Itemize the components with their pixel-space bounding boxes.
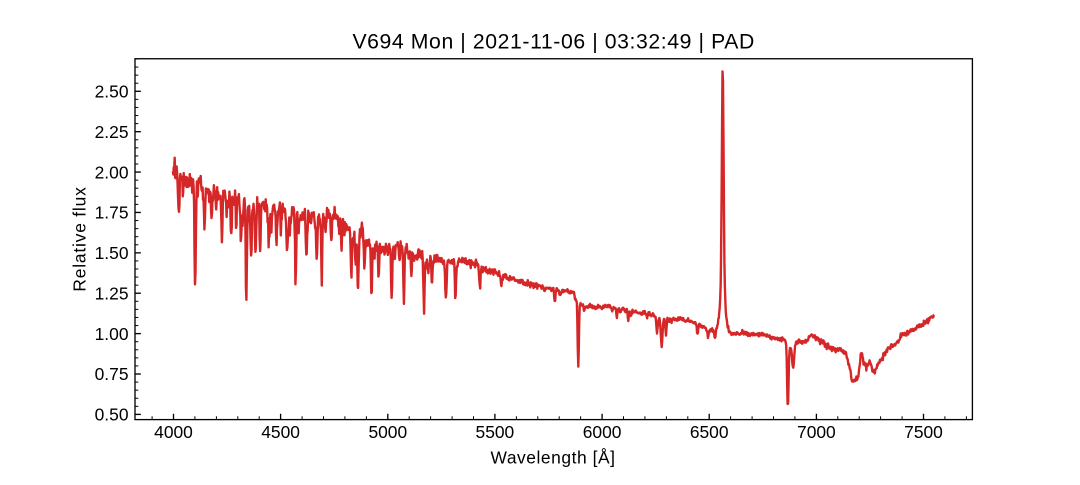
svg-text:1.00: 1.00: [95, 324, 129, 344]
svg-text:Relative flux: Relative flux: [70, 186, 90, 291]
svg-text:7500: 7500: [904, 422, 943, 442]
svg-text:0.75: 0.75: [95, 364, 129, 384]
svg-text:2.00: 2.00: [95, 162, 129, 182]
svg-text:V694 Mon | 2021-11-06 | 03:32:: V694 Mon | 2021-11-06 | 03:32:49 | PAD: [352, 30, 755, 53]
svg-text:2.50: 2.50: [95, 82, 129, 102]
svg-text:4500: 4500: [261, 422, 300, 442]
svg-text:1.75: 1.75: [95, 203, 129, 223]
svg-text:0.50: 0.50: [95, 405, 129, 425]
svg-text:7000: 7000: [797, 422, 836, 442]
svg-text:1.50: 1.50: [95, 243, 129, 263]
svg-text:1.25: 1.25: [95, 283, 129, 303]
svg-text:5000: 5000: [368, 422, 407, 442]
svg-text:2.25: 2.25: [95, 122, 129, 142]
svg-text:Wavelength [Å]: Wavelength [Å]: [491, 448, 616, 468]
svg-text:5500: 5500: [476, 422, 515, 442]
svg-text:4000: 4000: [154, 422, 193, 442]
svg-text:6500: 6500: [690, 422, 729, 442]
svg-text:6000: 6000: [583, 422, 622, 442]
